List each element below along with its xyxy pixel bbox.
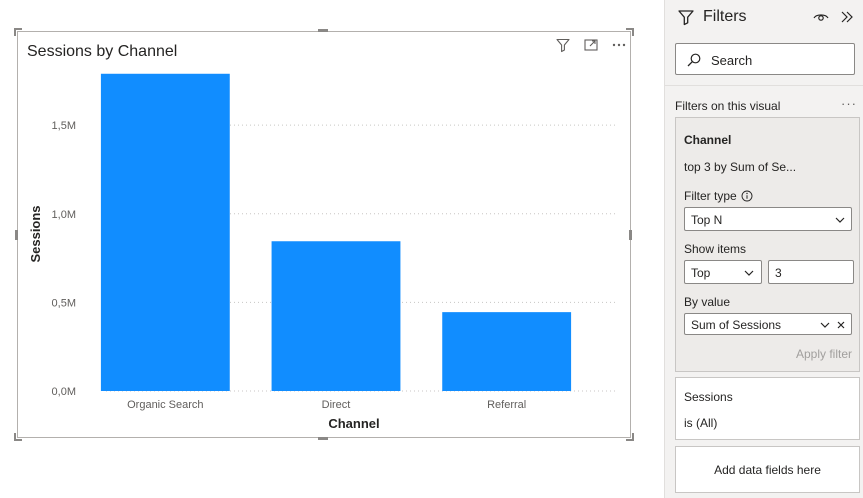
filter-type-label: Filter type — [684, 189, 737, 203]
sessions-filter-card[interactable]: Sessions is (All) — [675, 377, 860, 440]
eye-icon[interactable] — [812, 9, 830, 25]
search-placeholder: Search — [711, 53, 753, 68]
filter-type-value: Top N — [691, 213, 723, 227]
y-tick-label: 0,0M — [52, 386, 76, 398]
filter-card-summary: is (All) — [684, 416, 718, 430]
filter-type-dropdown[interactable]: Top N — [684, 207, 852, 231]
resize-handle-top-right[interactable] — [626, 28, 634, 36]
resize-handle-left[interactable] — [15, 230, 18, 240]
y-axis-title: Sessions — [28, 205, 43, 262]
add-data-fields-label: Add data fields here — [714, 462, 821, 477]
filters-pane-header: Filters — [665, 0, 863, 34]
x-tick-label: Direct — [322, 399, 351, 411]
filter-card-title: Channel — [684, 133, 732, 147]
resize-handle-bottom-left[interactable] — [14, 433, 22, 441]
bar-organic-search[interactable] — [100, 73, 230, 391]
filter-icon — [677, 8, 695, 26]
resize-handle-top-left[interactable] — [14, 28, 22, 36]
y-tick-label: 0,5M — [52, 297, 76, 309]
bar-referral[interactable] — [442, 312, 572, 391]
remove-field-icon[interactable] — [835, 319, 847, 331]
y-tick-label: 1,0M — [52, 209, 76, 221]
x-tick-label: Organic Search — [127, 399, 203, 411]
resize-handle-top[interactable] — [318, 29, 328, 32]
x-axis-title: Channel — [328, 416, 379, 431]
more-options-icon[interactable] — [610, 36, 628, 54]
filters-pane-title: Filters — [703, 8, 747, 25]
filter-card-title: Sessions — [684, 390, 733, 404]
filters-pane: Filters Search Filters on this visual ··… — [664, 0, 863, 498]
show-items-direction: Top — [691, 266, 711, 280]
by-value-field: Sum of Sessions — [691, 318, 782, 332]
section-more-icon[interactable]: ··· — [841, 96, 857, 111]
chart-plot: 0,0M 0,5M 1,0M 1,5M Organic Search Direct Ref… — [28, 73, 618, 431]
filters-search-input[interactable]: Search — [675, 43, 855, 75]
info-icon[interactable] — [741, 189, 753, 202]
chevron-down-icon — [744, 270, 754, 276]
section-label: Filters on this visual — [675, 99, 781, 113]
focus-mode-icon[interactable] — [582, 36, 600, 54]
show-items-count-input[interactable]: 3 — [768, 260, 854, 284]
resize-handle-right[interactable] — [629, 230, 632, 240]
filter-card-summary: top 3 by Sum of Se... — [684, 160, 797, 174]
filter-icon[interactable] — [554, 36, 572, 54]
resize-handle-bottom[interactable] — [318, 437, 328, 440]
apply-filter-button[interactable]: Apply filter — [796, 347, 853, 361]
show-items-label: Show items — [684, 242, 747, 256]
show-items-direction-dropdown[interactable]: Top — [684, 260, 762, 284]
x-tick-label: Referral — [487, 399, 526, 411]
visual-title: Sessions by Channel — [27, 43, 178, 60]
report-canvas: Sessions by Channel 0,0M 0,5M 1,0M 1,5M Org… — [14, 28, 634, 441]
by-value-label: By value — [684, 295, 731, 309]
pane-divider — [665, 85, 863, 86]
chevron-down-icon[interactable] — [819, 319, 831, 331]
add-data-fields-well[interactable]: Add data fields here — [675, 446, 860, 493]
channel-filter-card[interactable]: Channel top 3 by Sum of Se... Filter typ… — [675, 117, 860, 372]
resize-handle-bottom-right[interactable] — [626, 433, 634, 441]
search-icon — [686, 52, 702, 68]
by-value-field-well[interactable]: Sum of Sessions — [684, 313, 852, 335]
chevron-down-icon — [835, 217, 845, 223]
bar-direct[interactable] — [271, 241, 401, 391]
bar-chart-visual[interactable]: Sessions by Channel 0,0M 0,5M 1,0M 1,5M Org… — [17, 31, 631, 438]
collapse-pane-icon[interactable] — [839, 9, 855, 25]
show-items-count: 3 — [775, 266, 782, 280]
y-tick-label: 1,5M — [52, 120, 76, 132]
